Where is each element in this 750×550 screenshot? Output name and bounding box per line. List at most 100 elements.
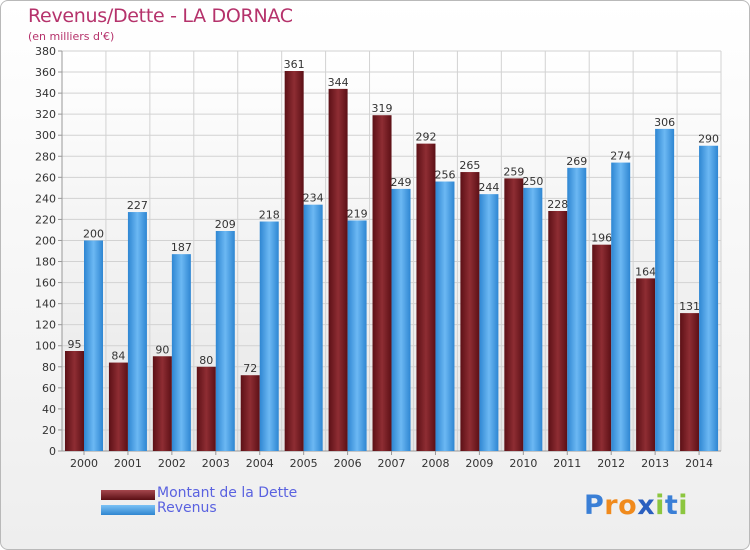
bar-revenue — [303, 204, 323, 451]
x-tick-label: 2004 — [246, 457, 274, 470]
bar-debt-value-label: 84 — [111, 350, 125, 363]
x-tick-label: 2014 — [685, 457, 713, 470]
x-tick-label: 2006 — [334, 457, 362, 470]
bar-debt-value-label: 259 — [503, 165, 524, 178]
y-tick-label: 340 — [35, 87, 56, 100]
bar-debt-value-label: 228 — [547, 198, 568, 211]
bar-debt-value-label: 164 — [635, 265, 656, 278]
y-tick-label: 180 — [35, 256, 56, 269]
y-tick-label: 360 — [35, 66, 56, 79]
bar-debt-value-label: 361 — [284, 58, 305, 71]
bar-debt-value-label: 95 — [68, 338, 82, 351]
bar-revenue-value-label: 219 — [347, 207, 368, 220]
bar-debt — [240, 375, 260, 451]
y-tick-label: 380 — [35, 45, 56, 58]
legend-label-revenue: Revenus — [157, 500, 217, 516]
bar-debt-value-label: 292 — [415, 131, 436, 144]
bar-debt-value-label: 344 — [328, 76, 349, 89]
x-tick-label: 2010 — [509, 457, 537, 470]
bar-debt — [196, 366, 216, 451]
bar-debt — [636, 278, 656, 451]
chart-title: Revenus/Dette - LA DORNAC — [28, 5, 293, 27]
bar-revenue-value-label: 274 — [610, 150, 631, 163]
bar-revenue — [435, 181, 455, 452]
y-tick-label: 300 — [35, 129, 56, 142]
y-tick-label: 220 — [35, 213, 56, 226]
bar-debt — [328, 88, 348, 451]
bar-revenue — [127, 212, 147, 451]
bar-debt — [152, 356, 172, 451]
bar-debt — [680, 313, 700, 451]
x-tick-label: 2011 — [553, 457, 581, 470]
bar-revenue-value-label: 306 — [654, 116, 675, 129]
bar-revenue — [567, 167, 587, 451]
bar-revenue — [523, 187, 543, 451]
bar-revenue-value-label: 250 — [522, 175, 543, 188]
y-tick-label: 320 — [35, 108, 56, 121]
bar-debt-value-label: 90 — [155, 343, 169, 356]
bar-revenue-value-label: 269 — [566, 155, 587, 168]
y-tick-label: 280 — [35, 150, 56, 163]
y-tick-label: 80 — [42, 361, 56, 374]
bar-revenue-value-label: 227 — [127, 199, 148, 212]
bar-debt-value-label: 196 — [591, 232, 612, 245]
legend-label-debt: Montant de la Dette — [157, 485, 298, 501]
y-tick-label: 60 — [42, 382, 56, 395]
bar-revenue-value-label: 256 — [434, 169, 455, 182]
x-tick-label: 2009 — [465, 457, 493, 470]
x-tick-label: 2003 — [202, 457, 230, 470]
bar-revenue-value-label: 290 — [698, 133, 719, 146]
bar-revenue-value-label: 244 — [478, 181, 499, 194]
bar-debt — [416, 143, 436, 451]
x-tick-label: 2001 — [114, 457, 142, 470]
logo-letter: P — [584, 490, 605, 521]
bar-debt — [548, 211, 568, 451]
x-tick-label: 2013 — [641, 457, 669, 470]
bar-revenue — [84, 240, 103, 451]
bar-debt-value-label: 131 — [679, 300, 700, 313]
y-tick-label: 160 — [35, 277, 56, 290]
bar-revenue — [699, 145, 719, 451]
bar-revenue — [611, 162, 631, 451]
x-tick-label: 2007 — [378, 457, 406, 470]
bar-debt — [108, 362, 128, 451]
logo-letter: r — [604, 490, 619, 521]
bar-revenue — [391, 188, 411, 452]
x-tick-label: 2005 — [290, 457, 318, 470]
y-tick-label: 40 — [42, 403, 56, 416]
x-tick-label: 2000 — [70, 457, 98, 470]
bar-revenue-value-label: 234 — [303, 192, 324, 205]
bar-revenue-value-label: 200 — [83, 227, 104, 240]
logo-letter: o — [618, 490, 638, 521]
bar-debt-value-label: 72 — [243, 362, 257, 375]
y-tick-label: 140 — [35, 298, 56, 311]
logo-letter: t — [664, 490, 679, 521]
y-tick-label: 0 — [49, 445, 56, 458]
bar-debt — [65, 351, 84, 451]
chart-subtitle: (en milliers d'€) — [28, 30, 115, 43]
y-tick-label: 20 — [42, 424, 56, 437]
bar-revenue — [655, 128, 675, 451]
bar-revenue-value-label: 249 — [391, 176, 412, 189]
bar-debt — [504, 178, 524, 452]
bar-debt — [372, 115, 392, 452]
bar-revenue — [215, 231, 235, 451]
bar-revenue-value-label: 187 — [171, 241, 192, 254]
y-tick-label: 100 — [35, 340, 56, 353]
bar-debt — [284, 71, 304, 451]
y-tick-label: 240 — [35, 192, 56, 205]
bar-debt-value-label: 80 — [199, 354, 213, 367]
bar-debt — [592, 244, 612, 451]
y-tick-label: 120 — [35, 319, 56, 332]
bar-debt-value-label: 319 — [372, 102, 393, 115]
bar-debt — [460, 172, 480, 452]
logo-letter: i — [655, 490, 665, 521]
logo-letter: x — [637, 490, 656, 521]
y-tick-label: 260 — [35, 171, 56, 184]
bar-revenue — [479, 194, 499, 451]
logo-letter: i — [678, 490, 689, 521]
x-tick-label: 2002 — [158, 457, 186, 470]
y-tick-label: 200 — [35, 234, 56, 247]
